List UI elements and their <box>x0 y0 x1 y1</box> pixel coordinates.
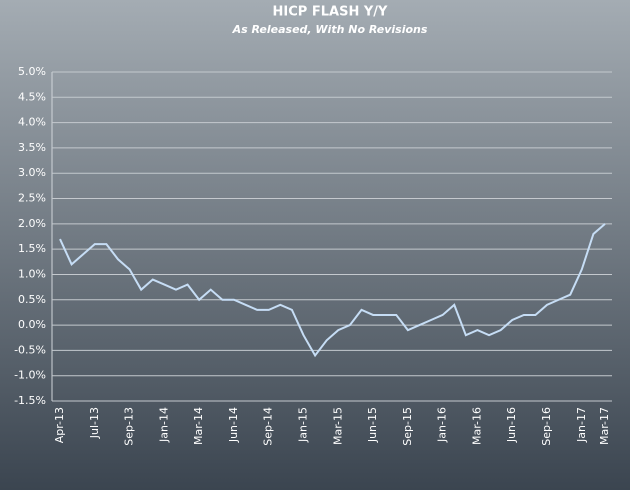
x-tick-label: Sep-13 <box>123 407 136 446</box>
x-tick-label: Jan-15 <box>297 407 310 443</box>
y-tick-label: 1.5% <box>18 242 46 255</box>
x-tick-label: Apr-13 <box>53 407 66 443</box>
x-tick-label: Sep-14 <box>262 407 275 446</box>
series-line <box>59 223 606 358</box>
y-tick-label: 2.5% <box>18 192 46 205</box>
y-tick-label: 1.0% <box>18 267 46 280</box>
x-tick-label: Mar-17 <box>598 407 611 445</box>
x-tick-label: Jun-16 <box>505 407 518 443</box>
x-tick-label: Jan-16 <box>436 407 449 443</box>
x-tick-label: Jun-14 <box>227 407 240 443</box>
y-tick-label: 4.0% <box>18 116 46 129</box>
chart-title: HICP FLASH Y/Y <box>273 5 388 20</box>
y-tick-label: 3.5% <box>18 141 46 154</box>
x-tick-label: Mar-15 <box>331 407 344 445</box>
y-tick-label: 2.0% <box>18 217 46 230</box>
y-tick-label: -1.5% <box>14 394 46 407</box>
x-tick-label: Mar-16 <box>470 407 483 445</box>
y-tick-label: -1.0% <box>14 369 46 382</box>
x-tick-label: Sep-15 <box>401 407 414 446</box>
x-tick-label: Jan-14 <box>157 407 170 443</box>
y-tick-label: 0.5% <box>18 293 46 306</box>
x-tick-label: Mar-14 <box>192 407 205 445</box>
chart-subtitle: As Released, With No Revisions <box>232 23 428 36</box>
y-tick-label: 5.0% <box>18 65 46 78</box>
x-tick-label: Sep-16 <box>540 407 553 446</box>
y-tick-label: 3.0% <box>18 166 46 179</box>
y-tick-label: -0.5% <box>14 343 46 356</box>
x-tick-label: Jul-13 <box>88 407 101 439</box>
y-tick-label: 4.5% <box>18 90 46 103</box>
x-tick-label: Jun-15 <box>366 407 379 443</box>
y-tick-label: 0.0% <box>18 318 46 331</box>
x-tick-label: Jan-17 <box>575 407 588 443</box>
